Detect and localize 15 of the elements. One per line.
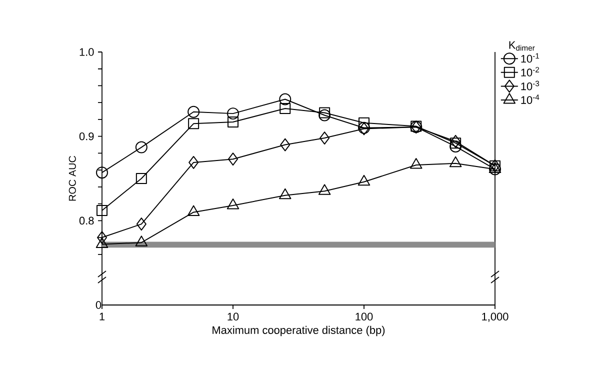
x-tick-label: 100 [356, 312, 373, 321]
legend-label: 10$^{-1}$ [521, 53, 540, 63]
legend-title: K$_{dimer}$ [509, 41, 535, 51]
x-axis-title: Maximum cooperative distance (bp) [212, 326, 385, 336]
legend-label: 10$^{-3}$ [521, 80, 540, 90]
y-tick-label: 0.9 [79, 132, 94, 140]
legend-label: 10$^{-2}$ [521, 66, 540, 76]
text: 0 [96, 301, 102, 309]
y-tick-label: 0.8 [79, 216, 94, 225]
x-tick-label: 1,000 [482, 312, 508, 322]
y-axis-title: ROC AUC [68, 156, 76, 201]
x-tick-label: 1 [100, 312, 105, 320]
legend-label: 10$^{-4}$ [521, 94, 540, 104]
y-tick-label: 1.0 [80, 48, 94, 56]
x-tick-label: 10 [228, 312, 239, 321]
